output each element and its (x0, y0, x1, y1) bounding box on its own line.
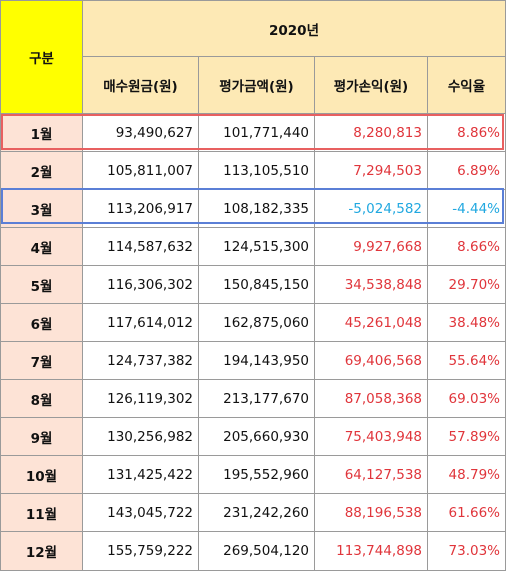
profit-cell: 113,744,898 (314, 531, 428, 571)
profit-cell: 34,538,848 (314, 265, 428, 304)
principal-cell: 105,811,007 (82, 151, 199, 190)
month-cell: 8월 (0, 379, 83, 418)
principal-cell: 131,425,422 (82, 455, 199, 494)
valuation-cell: 124,515,300 (198, 227, 315, 266)
month-cell: 4월 (0, 227, 83, 266)
valuation-cell: 101,771,440 (198, 113, 315, 152)
month-cell: 6월 (0, 303, 83, 342)
valuation-cell: 194,143,950 (198, 341, 315, 380)
principal-cell: 116,306,302 (82, 265, 199, 304)
valuation-cell: 269,504,120 (198, 531, 315, 571)
column-header-rate: 수익율 (427, 56, 506, 114)
principal-cell: 126,119,302 (82, 379, 199, 418)
rate-cell: 48.79% (427, 455, 506, 494)
month-cell: 5월 (0, 265, 83, 304)
column-header-principal: 매수원금(원) (82, 56, 199, 114)
rate-cell: 6.89% (427, 151, 506, 190)
valuation-cell: 231,242,260 (198, 493, 315, 532)
table-row: 3월 113,206,917 108,182,335 -5,024,582 -4.44% (0, 189, 506, 228)
table-row: 8월 126,119,302 213,177,670 87,058,368 69.03% (0, 379, 506, 418)
column-header-profit: 평가손익(원) (314, 56, 428, 114)
profit-cell: -5,024,582 (314, 189, 428, 228)
month-cell: 2월 (0, 151, 83, 190)
valuation-cell: 205,660,930 (198, 417, 315, 456)
profit-cell: 87,058,368 (314, 379, 428, 418)
profit-cell: 7,294,503 (314, 151, 428, 190)
rate-cell: 69.03% (427, 379, 506, 418)
profit-cell: 64,127,538 (314, 455, 428, 494)
rate-cell: 61.66% (427, 493, 506, 532)
month-cell: 12월 (0, 531, 83, 571)
table-row: 1월 93,490,627 101,771,440 8,280,813 8.86% (0, 113, 506, 152)
table-row: 10월 131,425,422 195,552,960 64,127,538 48.79… (0, 455, 506, 494)
month-cell: 11월 (0, 493, 83, 532)
category-header: 구분 (0, 0, 83, 114)
month-cell: 3월 (0, 189, 83, 228)
profit-cell: 9,927,668 (314, 227, 428, 266)
principal-cell: 130,256,982 (82, 417, 199, 456)
rate-cell: 29.70% (427, 265, 506, 304)
rate-cell: 38.48% (427, 303, 506, 342)
principal-cell: 93,490,627 (82, 113, 199, 152)
rate-cell: 8.66% (427, 227, 506, 266)
table-row: 12월 155,759,222 269,504,120 113,744,898 73.0… (0, 531, 506, 571)
profit-cell: 88,196,538 (314, 493, 428, 532)
principal-cell: 117,614,012 (82, 303, 199, 342)
table-row: 5월 116,306,302 150,845,150 34,538,848 29.70% (0, 265, 506, 304)
table-row: 6월 117,614,012 162,875,060 45,261,048 38.48% (0, 303, 506, 342)
table-row: 2월 105,811,007 113,105,510 7,294,503 6.89% (0, 151, 506, 190)
column-header-valuation: 평가금액(원) (198, 56, 315, 114)
rate-cell: 8.86% (427, 113, 506, 152)
valuation-cell: 162,875,060 (198, 303, 315, 342)
rate-cell: 73.03% (427, 531, 506, 571)
table-row: 4월 114,587,632 124,515,300 9,927,668 8.66% (0, 227, 506, 266)
valuation-cell: 213,177,670 (198, 379, 315, 418)
table-row: 11월 143,045,722 231,242,260 88,196,538 61.66… (0, 493, 506, 532)
principal-cell: 113,206,917 (82, 189, 199, 228)
principal-cell: 114,587,632 (82, 227, 199, 266)
profit-cell: 45,261,048 (314, 303, 428, 342)
valuation-cell: 108,182,335 (198, 189, 315, 228)
principal-cell: 155,759,222 (82, 531, 199, 571)
month-cell: 9월 (0, 417, 83, 456)
rate-cell: -4.44% (427, 189, 506, 228)
profit-cell: 8,280,813 (314, 113, 428, 152)
table-row: 9월 130,256,982 205,660,930 75,403,948 57.89% (0, 417, 506, 456)
month-cell: 1월 (0, 113, 83, 152)
principal-cell: 124,737,382 (82, 341, 199, 380)
principal-cell: 143,045,722 (82, 493, 199, 532)
year-header: 2020년 (82, 0, 506, 57)
month-cell: 7월 (0, 341, 83, 380)
profit-cell: 69,406,568 (314, 341, 428, 380)
rate-cell: 57.89% (427, 417, 506, 456)
valuation-cell: 113,105,510 (198, 151, 315, 190)
profit-cell: 75,403,948 (314, 417, 428, 456)
rate-cell: 55.64% (427, 341, 506, 380)
valuation-cell: 150,845,150 (198, 265, 315, 304)
valuation-cell: 195,552,960 (198, 455, 315, 494)
table-row: 7월 124,737,382 194,143,950 69,406,568 55.64% (0, 341, 506, 380)
month-cell: 10월 (0, 455, 83, 494)
